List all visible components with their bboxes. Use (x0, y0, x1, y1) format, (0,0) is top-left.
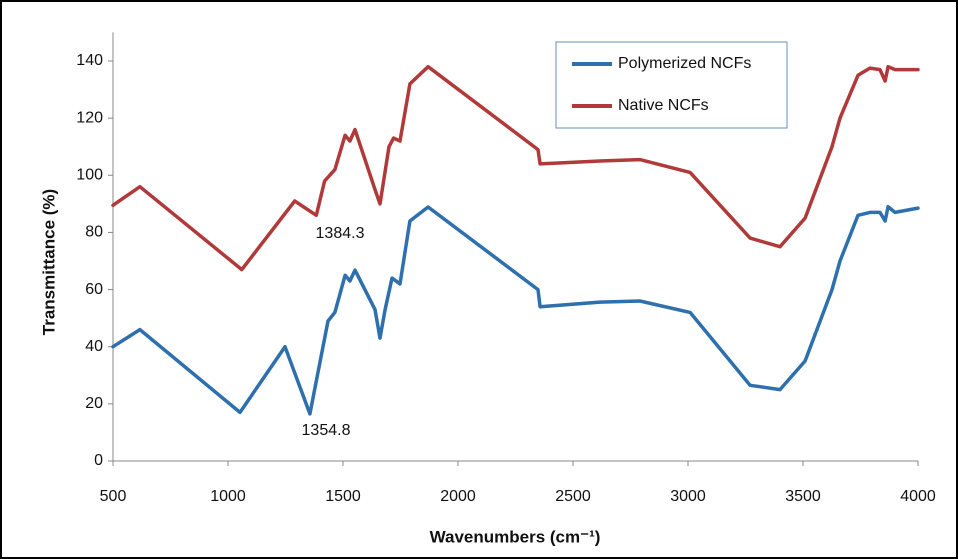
x-tick-label: 500 (100, 488, 127, 505)
y-tick-label: 120 (76, 109, 103, 126)
x-tick-label: 1000 (210, 488, 246, 505)
legend-box (555, 41, 788, 129)
legend-label: Native NCFs (618, 97, 709, 114)
x-tick-label: 3000 (670, 488, 706, 505)
y-tick-label: 40 (85, 338, 103, 355)
x-tick-label: 3500 (785, 488, 821, 505)
line-series (111, 64, 920, 272)
y-axis-title: Transmittance (%) (39, 189, 58, 335)
annotation: 1384.3 (316, 225, 365, 242)
y-tick-label: 140 (76, 52, 103, 69)
y-tick-label: 80 (85, 224, 103, 241)
y-tick-label: 20 (85, 395, 103, 412)
annotation: 1354.8 (302, 422, 351, 439)
x-tick-label: 4000 (900, 488, 936, 505)
y-tick-label: 0 (94, 452, 103, 469)
x-axis-title: Wavenumbers (cm⁻¹) (430, 527, 601, 546)
x-tick-label: 2500 (555, 488, 591, 505)
x-tick-label: 1500 (325, 488, 361, 505)
y-tick-label: 60 (85, 281, 103, 298)
x-tick-label: 2000 (440, 488, 476, 505)
line-series (111, 204, 920, 416)
legend-label: Polymerized NCFs (618, 55, 751, 72)
y-tick-label: 100 (76, 167, 103, 184)
